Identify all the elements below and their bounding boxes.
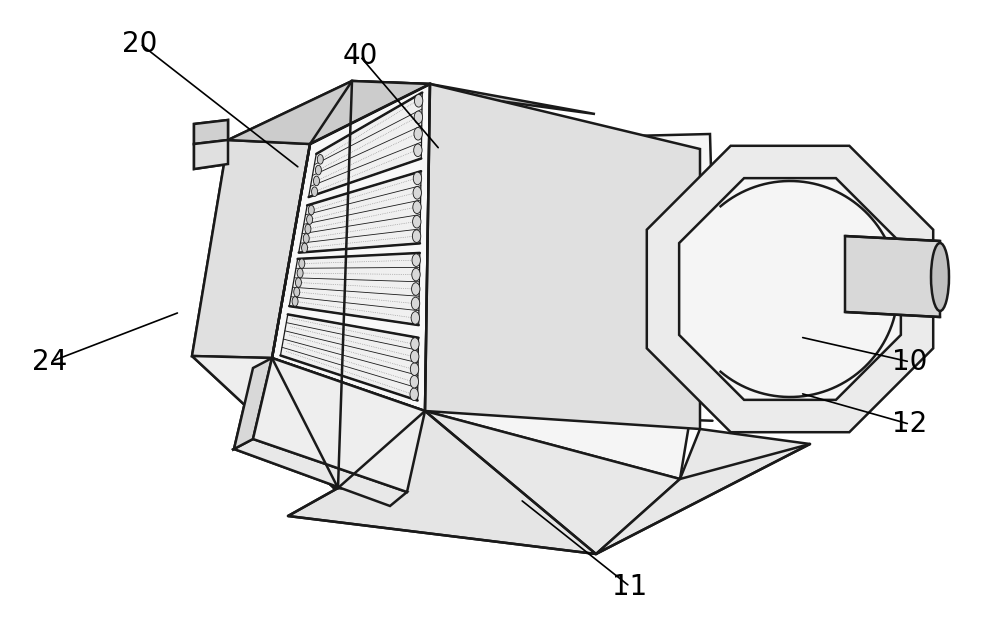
Polygon shape xyxy=(845,236,940,317)
Polygon shape xyxy=(679,178,901,400)
Polygon shape xyxy=(192,140,310,358)
Ellipse shape xyxy=(413,187,421,199)
Polygon shape xyxy=(192,140,310,358)
Ellipse shape xyxy=(414,127,422,140)
Polygon shape xyxy=(194,140,228,169)
Polygon shape xyxy=(272,81,352,488)
Ellipse shape xyxy=(305,224,311,234)
Text: 40: 40 xyxy=(342,42,378,70)
Ellipse shape xyxy=(317,155,323,164)
Polygon shape xyxy=(647,146,933,432)
Ellipse shape xyxy=(302,243,308,253)
Polygon shape xyxy=(288,411,596,554)
Polygon shape xyxy=(194,120,228,144)
Ellipse shape xyxy=(411,297,420,310)
Polygon shape xyxy=(425,84,700,429)
Polygon shape xyxy=(289,253,420,325)
Ellipse shape xyxy=(299,259,305,268)
Polygon shape xyxy=(253,358,425,492)
Ellipse shape xyxy=(297,268,303,278)
Ellipse shape xyxy=(308,205,314,215)
Ellipse shape xyxy=(307,215,313,225)
Polygon shape xyxy=(192,356,407,492)
Ellipse shape xyxy=(412,268,420,281)
Polygon shape xyxy=(299,171,421,253)
Ellipse shape xyxy=(411,311,420,324)
Ellipse shape xyxy=(414,111,423,124)
Polygon shape xyxy=(234,439,407,506)
Polygon shape xyxy=(272,84,430,411)
Ellipse shape xyxy=(292,296,298,306)
Polygon shape xyxy=(234,439,407,506)
Ellipse shape xyxy=(412,254,420,266)
Ellipse shape xyxy=(411,338,419,350)
Ellipse shape xyxy=(410,388,418,401)
Ellipse shape xyxy=(412,230,421,243)
Ellipse shape xyxy=(315,165,321,175)
Polygon shape xyxy=(234,358,272,449)
Ellipse shape xyxy=(413,215,421,228)
Polygon shape xyxy=(338,411,680,554)
Polygon shape xyxy=(228,81,430,144)
Ellipse shape xyxy=(303,233,309,243)
Text: 11: 11 xyxy=(612,573,648,600)
Ellipse shape xyxy=(413,172,422,185)
Ellipse shape xyxy=(294,287,300,297)
Ellipse shape xyxy=(413,201,421,213)
Ellipse shape xyxy=(295,278,301,287)
Polygon shape xyxy=(194,120,228,144)
Ellipse shape xyxy=(412,283,420,295)
Ellipse shape xyxy=(414,144,422,157)
Ellipse shape xyxy=(414,94,423,107)
Polygon shape xyxy=(596,429,810,554)
Polygon shape xyxy=(194,140,228,169)
Polygon shape xyxy=(334,81,430,492)
Text: 10: 10 xyxy=(892,348,928,376)
Ellipse shape xyxy=(931,243,949,311)
Polygon shape xyxy=(253,358,425,492)
Ellipse shape xyxy=(410,376,419,388)
Ellipse shape xyxy=(410,363,419,376)
Ellipse shape xyxy=(411,350,419,363)
Polygon shape xyxy=(272,134,714,479)
Polygon shape xyxy=(280,314,419,401)
Text: 20: 20 xyxy=(122,30,158,57)
Polygon shape xyxy=(228,81,430,144)
Polygon shape xyxy=(310,81,595,144)
Polygon shape xyxy=(309,92,422,197)
Ellipse shape xyxy=(312,187,318,197)
Text: 24: 24 xyxy=(32,348,68,376)
Polygon shape xyxy=(192,356,407,492)
Text: 12: 12 xyxy=(892,411,928,438)
Polygon shape xyxy=(234,358,272,449)
Ellipse shape xyxy=(313,176,319,186)
